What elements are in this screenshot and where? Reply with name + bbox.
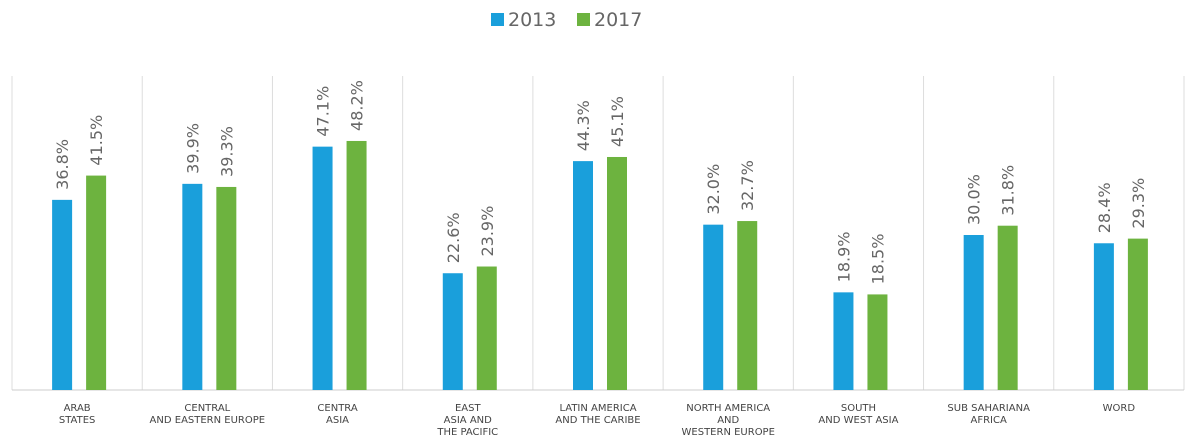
- value-label: 45.1%: [608, 96, 627, 147]
- value-label: 41.5%: [87, 115, 106, 166]
- legend-label: 2017: [594, 9, 642, 31]
- value-label: 36.8%: [53, 139, 72, 190]
- x-tick-label: WORD: [1102, 403, 1136, 414]
- x-tick-label: LATIN AMERICA AND THE CARIBE: [555, 403, 641, 426]
- value-label: 48.2%: [348, 80, 367, 131]
- bar: [833, 292, 854, 390]
- x-tick-label: SOUTH AND WEST ASIA: [818, 403, 899, 426]
- bar: [737, 221, 758, 390]
- value-label: 28.4%: [1095, 182, 1114, 233]
- value-label: 18.9%: [834, 232, 853, 283]
- value-label: 18.5%: [868, 234, 887, 285]
- value-label: 23.9%: [478, 206, 497, 257]
- x-tick-label: SUB SAHARIANA AFRICA: [947, 403, 1030, 426]
- bar: [182, 183, 203, 390]
- bar: [997, 225, 1018, 390]
- bar: [1127, 238, 1148, 390]
- bar: [607, 156, 627, 390]
- legend-swatch: [491, 13, 504, 26]
- bar: [312, 146, 333, 390]
- x-tick-label: ARAB STATES: [58, 403, 96, 426]
- value-label: 32.0%: [704, 164, 723, 215]
- bar: [346, 140, 367, 390]
- bar: [216, 186, 237, 390]
- bar: [86, 175, 107, 390]
- value-label: 22.6%: [444, 212, 463, 263]
- legend-swatch: [577, 13, 590, 26]
- bar: [1093, 243, 1114, 390]
- value-label: 32.7%: [738, 160, 757, 211]
- x-tick-label: CENTRAL AND EASTERN EUROPE: [149, 403, 266, 426]
- bar: [963, 235, 984, 390]
- bar: [703, 224, 724, 390]
- bar: [867, 294, 888, 390]
- bar: [573, 161, 593, 390]
- bar: [52, 199, 73, 390]
- value-label: 44.3%: [574, 100, 593, 151]
- value-label: 29.3%: [1129, 178, 1148, 229]
- value-label: 39.9%: [183, 123, 202, 174]
- value-label: 31.8%: [999, 165, 1018, 216]
- bar: [442, 273, 463, 390]
- x-tick-label: NORTH AMERICA AND WESTERN EUROPE: [681, 403, 775, 438]
- value-label: 39.3%: [217, 126, 236, 177]
- bar: [476, 266, 497, 390]
- x-tick-label: EAST ASIA AND THE PACIFIC: [437, 403, 499, 438]
- legend-label: 2013: [508, 9, 556, 31]
- x-tick-label: CENTRA ASIA: [317, 403, 358, 426]
- value-label: 47.1%: [314, 86, 333, 137]
- value-label: 30.0%: [965, 174, 984, 225]
